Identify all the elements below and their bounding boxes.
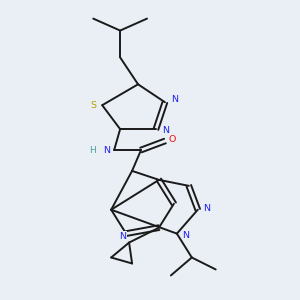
Text: S: S [91,101,97,110]
Text: N: N [171,95,178,104]
Text: N: N [120,232,127,241]
Text: N: N [103,146,110,154]
Text: N: N [203,204,210,213]
Text: H: H [89,146,96,155]
Text: N: N [182,231,189,240]
Text: N: N [162,126,169,135]
Text: O: O [169,135,176,144]
